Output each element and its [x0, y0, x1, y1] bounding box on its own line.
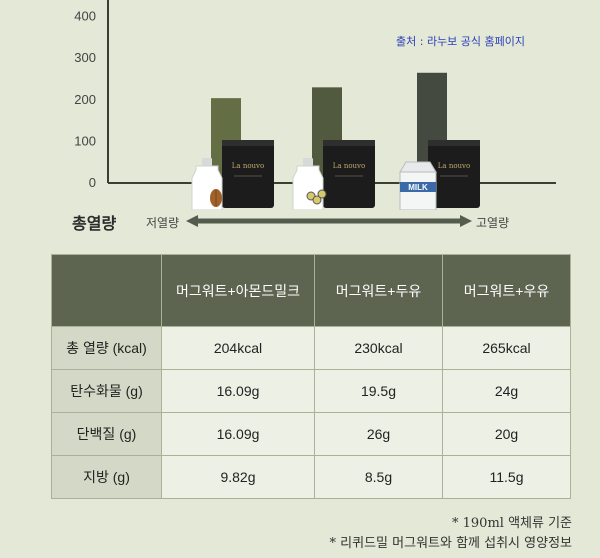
table-row: 총 열량 (kcal) 204kcal 230kcal 265kcal [51, 326, 571, 370]
table-row: 단백질 (g) 16.09g 26g 20g [51, 412, 571, 456]
table-cell: 230kcal [314, 326, 443, 370]
table-cell: 16.09g [161, 412, 315, 456]
nutrition-table: 머그워트+아몬드밀크 머그워트+두유 머그워트+우유 총 열량 (kcal) 2… [51, 254, 571, 499]
bottle-cap [202, 158, 212, 166]
table-cell: 16.09g [161, 369, 315, 413]
table-cell: 24g [442, 369, 571, 413]
table-cell: 26g [314, 412, 443, 456]
product-illustrations: La nouvo La nouvo La nouvo MILK [191, 140, 480, 210]
product-group: La nouvo [191, 140, 274, 210]
table-row: 지방 (g) 9.82g 8.5g 11.5g [51, 455, 571, 499]
product-group: La nouvo [292, 140, 375, 210]
milk-carton-top [399, 161, 437, 173]
table-cell: 9.82g [161, 455, 315, 499]
product-pouch-top [428, 140, 480, 146]
table-cell: 19.5g [314, 369, 443, 413]
high-calorie-label: 고열량 [476, 216, 510, 230]
product-brand-label: La nouvo [232, 162, 264, 170]
product-brand-label: La nouvo [333, 162, 365, 170]
row-label: 탄수화물 (g) [51, 369, 162, 413]
milk-carton-label: MILK [408, 183, 428, 192]
table-cell: 265kcal [442, 326, 571, 370]
footnote: * 리퀴드밀 머그워트와 함께 섭취시 영양정보 [329, 536, 572, 551]
product-brand-label: La nouvo [438, 162, 470, 170]
bottle-cap [303, 158, 313, 166]
y-tick-label: 400 [74, 9, 96, 24]
footnote: * 190ml 액체류 기준 [452, 516, 572, 531]
table-header-row: 머그워트+아몬드밀크 머그워트+두유 머그워트+우유 [51, 254, 571, 327]
soybean-icon [312, 195, 322, 205]
row-label: 지방 (g) [51, 455, 162, 499]
low-calorie-label: 저열량 [146, 216, 180, 230]
soybean-icon [317, 189, 327, 199]
column-header: 머그워트+아몬드밀크 [161, 254, 315, 327]
y-tick-label: 300 [74, 50, 96, 65]
product-pouch [222, 140, 274, 208]
product-pouch [428, 140, 480, 208]
y-tick-label: 200 [74, 92, 96, 107]
chart-title: 총열량 [72, 214, 117, 233]
source-note: 출처 : 라누보 공식 홈페이지 [396, 35, 526, 48]
table-cell: 204kcal [161, 326, 315, 370]
column-header: 머그워트+두유 [314, 254, 443, 327]
table-cell: 11.5g [442, 455, 571, 499]
double-arrow-icon [186, 215, 472, 227]
row-label: 총 열량 (kcal) [51, 326, 162, 370]
row-label: 단백질 (g) [51, 412, 162, 456]
product-group: La nouvo MILK [399, 140, 480, 210]
table-row: 탄수화물 (g) 16.09g 19.5g 24g [51, 369, 571, 413]
y-tick-label: 0 [89, 175, 96, 190]
column-header: 머그워트+우유 [442, 254, 571, 327]
product-pouch [323, 140, 375, 208]
table-cell: 20g [442, 412, 571, 456]
table-cell: 8.5g [314, 455, 443, 499]
milk-carton-band [400, 182, 436, 192]
product-pouch-top [323, 140, 375, 146]
table-header-corner [51, 254, 162, 327]
y-tick-labels: 0 100 200 300 400 [74, 9, 96, 190]
product-pouch-top [222, 140, 274, 146]
y-tick-label: 100 [74, 133, 96, 148]
calorie-bar-chart: 0 100 200 300 400 La nouvo La nouvo La nouvo MI… [74, 0, 556, 210]
